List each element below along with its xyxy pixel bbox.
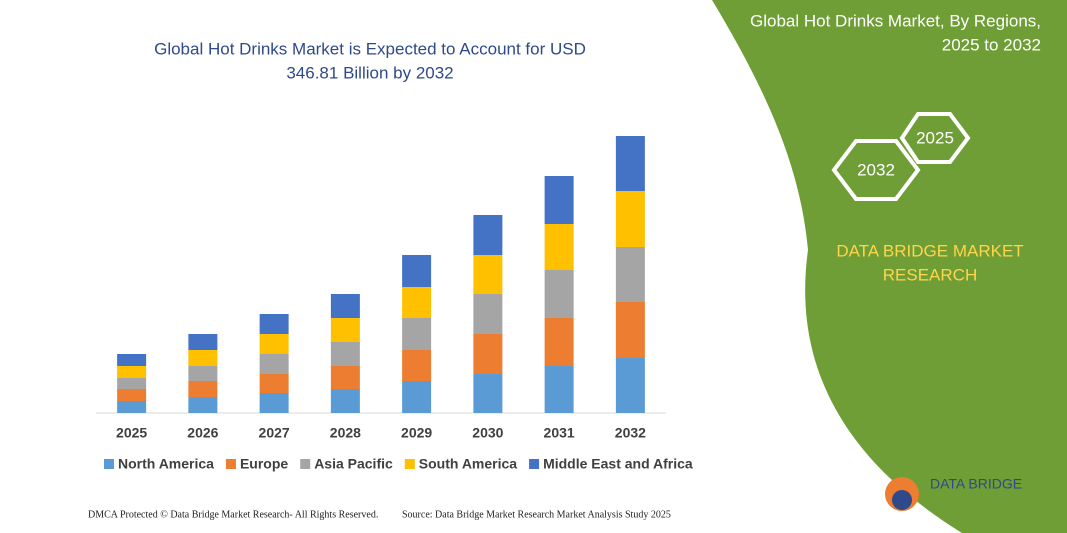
bar-segment: [188, 397, 218, 413]
x-tick-label: 2031: [544, 425, 575, 441]
legend-label: North America: [118, 456, 214, 472]
bar-segment: [615, 302, 645, 358]
bar-segment: [188, 350, 218, 366]
bar-segment: [259, 374, 289, 393]
bar-segment: [615, 191, 645, 247]
legend-label: Middle East and Africa: [543, 456, 693, 472]
bar-segment: [330, 342, 360, 366]
bar-segment: [188, 366, 218, 381]
bar-segment: [544, 224, 574, 270]
bar-segment: [473, 334, 503, 374]
bar-segment: [259, 314, 289, 334]
x-tick-label: 2030: [472, 425, 503, 441]
bar-segment: [330, 318, 360, 342]
hexagon: [831, 139, 921, 201]
bar-segment: [473, 374, 503, 413]
bar-segment: [615, 136, 645, 191]
footer-text: DMCA Protected © Data Bridge Market Rese…: [88, 509, 378, 520]
bar-segment: [117, 401, 147, 413]
legend: North America Europe Asia Pacific South Ame…: [104, 456, 693, 472]
bar-segment: [402, 318, 432, 350]
bar-segment: [117, 354, 147, 366]
bar-segment: [330, 294, 360, 318]
bar-segment: [473, 255, 503, 294]
legend-swatch: [404, 459, 415, 469]
legend-swatch: [300, 459, 311, 469]
hex-label: 2032: [857, 160, 895, 179]
bar-segment: [188, 334, 218, 350]
bar-segment: [473, 294, 503, 334]
bar-segment: [544, 318, 574, 366]
x-tick-label: 2032: [615, 425, 646, 441]
bar-segment: [402, 287, 432, 318]
bar-segment: [473, 215, 503, 255]
chart-subtitle: 346.81 Billion by 2032: [286, 63, 453, 82]
brand-text: DATA BRIDGE MARKET: [836, 241, 1023, 260]
bar-segment: [259, 334, 289, 354]
green-panel: [712, 0, 1067, 533]
panel-title: Global Hot Drinks Market, By Regions,: [750, 11, 1041, 30]
panel-title: 2025 to 2032: [942, 35, 1041, 54]
bar-segment: [188, 381, 218, 397]
bar-segment: [117, 366, 147, 378]
hexagon: [899, 112, 971, 164]
bar-segment: [402, 381, 432, 413]
x-tick-label: 2028: [330, 425, 361, 441]
hex-label: 2025: [916, 128, 954, 147]
bar-segment: [402, 350, 432, 381]
legend-label: Europe: [240, 456, 288, 472]
footer-text: Source: Data Bridge Market Research Mark…: [402, 509, 671, 520]
legend-label: Asia Pacific: [314, 456, 393, 472]
legend-swatch: [104, 459, 114, 469]
bar-segment: [615, 247, 645, 302]
bar-segment: [544, 366, 574, 413]
logo-icon: [892, 490, 912, 510]
x-tick-label: 2027: [259, 425, 290, 441]
bar-segment: [544, 176, 574, 224]
bar-segment: [259, 354, 289, 374]
bar-segment: [330, 366, 360, 389]
legend-swatch: [529, 459, 540, 469]
bar-segment: [330, 389, 360, 413]
legend-label: South America: [419, 456, 517, 472]
bar-segment: [544, 270, 574, 318]
brand-text: RESEARCH: [883, 265, 977, 284]
chart-title: Global Hot Drinks Market is Expected to …: [154, 39, 586, 58]
logo-text: DATA BRIDGE: [930, 476, 1022, 492]
bar-segment: [117, 378, 147, 389]
x-tick-label: 2026: [187, 425, 218, 441]
bar-segment: [402, 255, 432, 287]
bar-segment: [615, 358, 645, 413]
x-tick-label: 2025: [116, 425, 147, 441]
legend-swatch: [225, 459, 236, 469]
bar-segment: [259, 393, 289, 413]
bar-segment: [117, 389, 147, 401]
x-tick-label: 2029: [401, 425, 432, 441]
